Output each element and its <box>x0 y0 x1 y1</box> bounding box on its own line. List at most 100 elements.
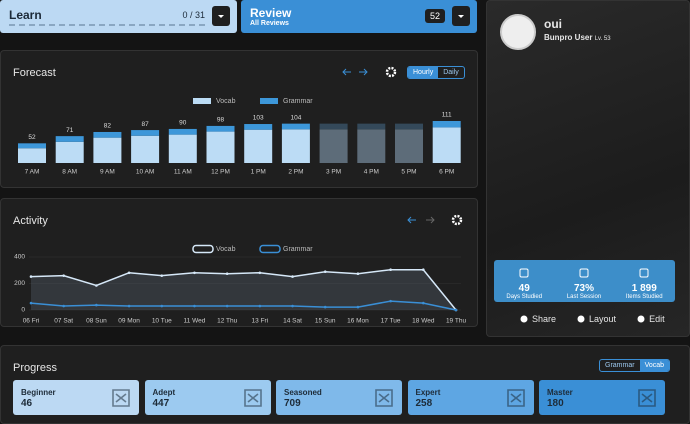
x-tick-label: 10 AM <box>136 169 154 176</box>
action-icon <box>637 315 645 323</box>
bar-segment <box>432 127 461 163</box>
point <box>160 304 164 308</box>
stat-label: Days Studied <box>506 294 543 300</box>
role: Bunpro User <box>544 33 593 42</box>
progress-toggle: Grammar Vocab <box>599 359 671 372</box>
point <box>62 304 65 308</box>
point <box>160 274 164 277</box>
point <box>454 308 458 312</box>
bar-segment <box>206 125 235 132</box>
stat: 49 Days Studied <box>506 260 542 302</box>
level-card[interactable]: Adept 447 <box>144 380 271 415</box>
toggle-option[interactable]: Grammar <box>605 362 635 369</box>
point <box>389 299 392 303</box>
line <box>30 300 457 311</box>
stat-icon <box>519 268 529 278</box>
level-card[interactable]: Seasoned 709 <box>276 380 402 415</box>
point <box>29 275 33 278</box>
stat-icon <box>639 268 649 278</box>
point <box>323 305 327 309</box>
action-label: Layout <box>589 314 617 324</box>
icon <box>375 389 393 407</box>
stat: 1 899 Items Studied <box>626 260 663 302</box>
bar-segment <box>18 143 46 149</box>
profile-panel: oui Bunpro User Lv. 53 49 Days Studied 73%… <box>486 0 690 337</box>
point <box>193 271 196 275</box>
x-tick-label: 08 Sun <box>86 318 107 325</box>
legend-label: Grammar <box>283 98 313 105</box>
x-tick-label: 14 Sat <box>283 318 302 325</box>
data-label: 98 <box>217 117 225 124</box>
data-label: 111 <box>442 112 452 119</box>
level-count: 447 <box>152 398 170 409</box>
bar-segment <box>93 137 122 163</box>
level-name: Expert <box>415 388 441 397</box>
bar-segment <box>168 134 197 163</box>
point <box>389 268 392 272</box>
data-label: 71 <box>66 127 74 134</box>
x-tick-label: 09 Mon <box>118 318 140 325</box>
data-label: 90 <box>179 120 187 127</box>
point <box>258 304 262 308</box>
x-tick-label: 6 PM <box>439 169 454 176</box>
icon <box>639 268 649 278</box>
action-button[interactable]: Share <box>519 314 556 324</box>
x-tick-label: 1 PM <box>251 169 266 176</box>
x-tick-label: 13 Fri <box>252 318 269 325</box>
nav-icons <box>407 214 463 226</box>
point <box>95 284 98 287</box>
level-count: 709 <box>284 398 301 409</box>
data-label: 82 <box>104 123 112 130</box>
review-button[interactable]: Review All Reviews 52 <box>241 0 477 33</box>
bar-segment <box>319 129 348 163</box>
activity-title: Activity <box>13 215 48 227</box>
point <box>422 301 425 305</box>
bar-segment <box>281 129 310 163</box>
dropdown[interactable] <box>452 6 470 26</box>
level-icon <box>375 389 393 407</box>
level-icon <box>506 389 525 407</box>
bar-segment <box>395 123 423 130</box>
level-icon <box>243 389 262 407</box>
stat-value: 73% <box>573 283 594 294</box>
x-tick-label: 12 Thu <box>217 318 238 325</box>
action-label: Edit <box>649 314 665 324</box>
action-button[interactable]: Layout <box>576 314 616 324</box>
stat-label: Last Session <box>566 294 602 300</box>
bar-segment <box>357 129 386 163</box>
dropdown[interactable] <box>212 6 230 26</box>
review-subtitle: All Reviews <box>250 20 289 27</box>
forecast-toggle: Hourly Daily <box>407 66 465 79</box>
x-tick-label: 5 PM <box>401 169 416 176</box>
bar-segment <box>206 131 235 163</box>
point <box>291 275 294 278</box>
x-tick-label: 7 AM <box>25 169 40 176</box>
action-button[interactable]: Edit <box>636 314 665 324</box>
bar-segment <box>18 148 46 163</box>
toggle-option[interactable]: Hourly <box>408 67 439 78</box>
point <box>323 270 327 274</box>
area <box>31 269 456 310</box>
icon <box>638 389 656 407</box>
legend-label: Vocab <box>216 246 236 253</box>
level-card[interactable]: Expert 258 <box>407 380 534 415</box>
progress-title: Progress <box>13 362 58 374</box>
actions: Share Layout Edit <box>519 314 665 324</box>
x-tick-label: 19 Thu <box>446 318 467 325</box>
point <box>258 271 262 275</box>
level-card[interactable]: Master 180 <box>539 380 665 415</box>
bar-segment <box>131 130 160 136</box>
level-card[interactable]: Beginner 46 <box>13 380 139 415</box>
learn-button[interactable]: Learn 0 / 31 <box>0 0 237 33</box>
toggle-option[interactable]: Daily <box>443 69 459 76</box>
toggle-option[interactable]: Vocab <box>639 360 670 371</box>
forecast-chart: Vocab Grammar 52 7 AM 71 8 AM 82 9 AM 87 10 AM 90 1… <box>18 98 461 176</box>
legend-label: Grammar <box>283 246 313 253</box>
bar-segment <box>55 141 84 163</box>
icon <box>637 315 645 323</box>
point <box>225 304 229 308</box>
level-count: 258 <box>415 398 433 409</box>
line <box>30 268 457 311</box>
nav-icons <box>342 66 397 78</box>
point <box>356 305 360 309</box>
